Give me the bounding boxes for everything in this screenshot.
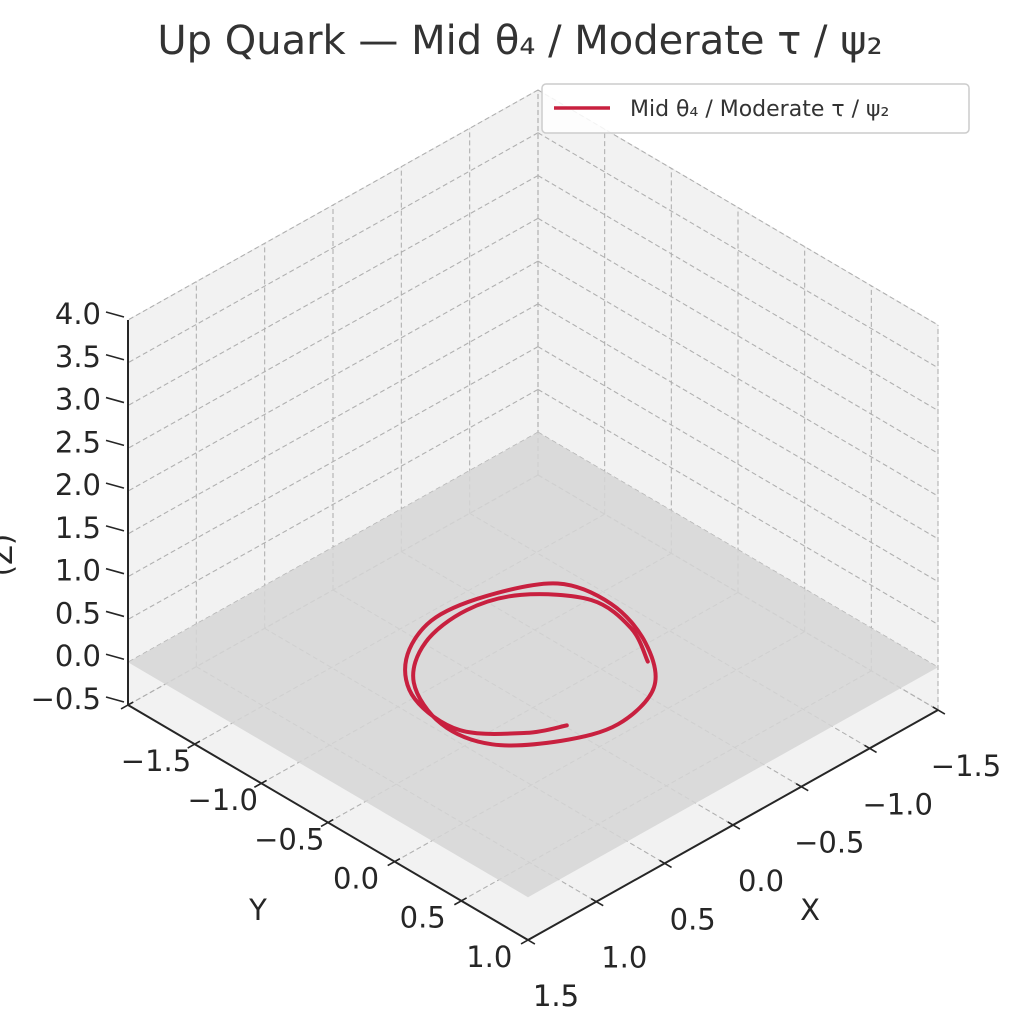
x-tick-label: 0.5 <box>400 901 446 935</box>
y-tick-mark <box>522 936 536 945</box>
x-tick-label: −1.0 <box>187 783 257 817</box>
gridline-wall-z-right <box>537 132 939 369</box>
legend: Mid θ₄ / Moderate τ / ψ₂ <box>541 83 970 134</box>
tick-marks <box>105 311 946 945</box>
gridline-wall-z-left <box>127 388 539 620</box>
gridline-wall-z-right <box>537 175 939 412</box>
legend-entry-label: Mid θ₄ / Moderate τ / ψ₂ <box>630 97 889 122</box>
y-tick-label: 0.0 <box>738 864 784 898</box>
gridline-wall-z-right <box>537 260 939 497</box>
z-tick-mark <box>105 482 125 489</box>
x-tick-label: 1.5 <box>533 979 579 1013</box>
z-tick-label: 0.5 <box>55 596 101 630</box>
z-tick-label: 3.5 <box>55 340 101 374</box>
z-tick-label: −0.5 <box>31 682 101 716</box>
gridline-wall-z-left <box>127 260 539 492</box>
x-tick-label: −1.5 <box>121 744 191 778</box>
x-axis-label: X <box>800 893 820 927</box>
legend-frame <box>541 83 970 134</box>
y-tick-label: −0.5 <box>794 826 864 860</box>
gridline-wall-z-left <box>127 303 539 535</box>
z-tick-label: 3.0 <box>55 383 101 417</box>
tick-labels: −1.5 −1.0 −0.5 0.0 0.5 1.0 1.5 −1.5 −1.0 −0.5 0.0 0… <box>31 297 1002 1013</box>
gridline-wall-z-left <box>127 175 539 407</box>
x-tick-mark <box>387 858 401 867</box>
z-tick-mark <box>105 610 125 618</box>
x-tick-label: 0.0 <box>333 862 379 896</box>
gridline-wall-z-left <box>127 346 539 578</box>
y-tick-label: −1.0 <box>862 787 932 821</box>
y-tick-mark <box>932 706 946 715</box>
gridline-wall-z-left <box>127 217 539 449</box>
y-tick-label: 1.5 <box>533 979 579 1013</box>
chart-title: Up Quark — Mid θ₄ / Moderate τ / ψ₂ <box>157 18 882 64</box>
gridline-wall-z-right <box>537 303 939 540</box>
x-tick-mark <box>320 818 334 828</box>
gridline-wall-z-right <box>537 89 939 326</box>
series-layer <box>403 581 658 748</box>
y-tick-label: −1.5 <box>931 749 1001 783</box>
z-tick-mark <box>105 653 125 660</box>
gridline-wall-z-left <box>127 132 539 364</box>
z-tick-mark <box>105 311 125 318</box>
z-tick-label: 1.5 <box>55 511 101 545</box>
y-tick-mark <box>795 782 809 792</box>
z-tick-mark <box>105 354 125 361</box>
z-tick-mark <box>105 696 125 703</box>
y-tick-mark <box>590 897 604 907</box>
x-tick-mark <box>187 740 201 749</box>
floor-plane-layer <box>128 432 938 898</box>
z-tick-mark <box>105 567 125 575</box>
x-tick-mark <box>453 897 467 906</box>
y-axis-label: Y <box>248 893 267 927</box>
z-tick-label: 2.0 <box>55 468 101 502</box>
x-tick-label: 1.0 <box>466 940 512 974</box>
z-tick-label: 0.0 <box>55 639 101 673</box>
x-tick-mark <box>520 936 534 945</box>
z-tick-label: 4.0 <box>55 297 101 331</box>
z-tick-mark <box>105 525 125 532</box>
series-line-0 <box>403 581 658 748</box>
gridline-wall-z-left <box>127 89 539 321</box>
gridline-wall-z-right <box>537 217 939 454</box>
z-tick-label: 1.0 <box>55 554 101 588</box>
y-tick-mark <box>659 859 672 869</box>
surface-plane <box>128 432 938 898</box>
x-tick-label: −0.5 <box>254 822 324 856</box>
y-tick-label: 0.5 <box>670 902 716 936</box>
z-tick-mark <box>105 396 125 404</box>
y-tick-mark <box>864 744 877 754</box>
z-tick-mark <box>105 439 125 447</box>
z-axis-label: (Z) <box>0 534 19 577</box>
x-tick-mark <box>253 779 267 788</box>
z-tick-label: 2.5 <box>55 425 101 459</box>
gridline-wall-z-right <box>537 388 939 625</box>
y-tick-label: 1.0 <box>601 941 647 975</box>
y-tick-mark <box>727 821 741 830</box>
x-tick-mark <box>120 701 134 710</box>
gridline-wall-z-right <box>537 346 939 583</box>
